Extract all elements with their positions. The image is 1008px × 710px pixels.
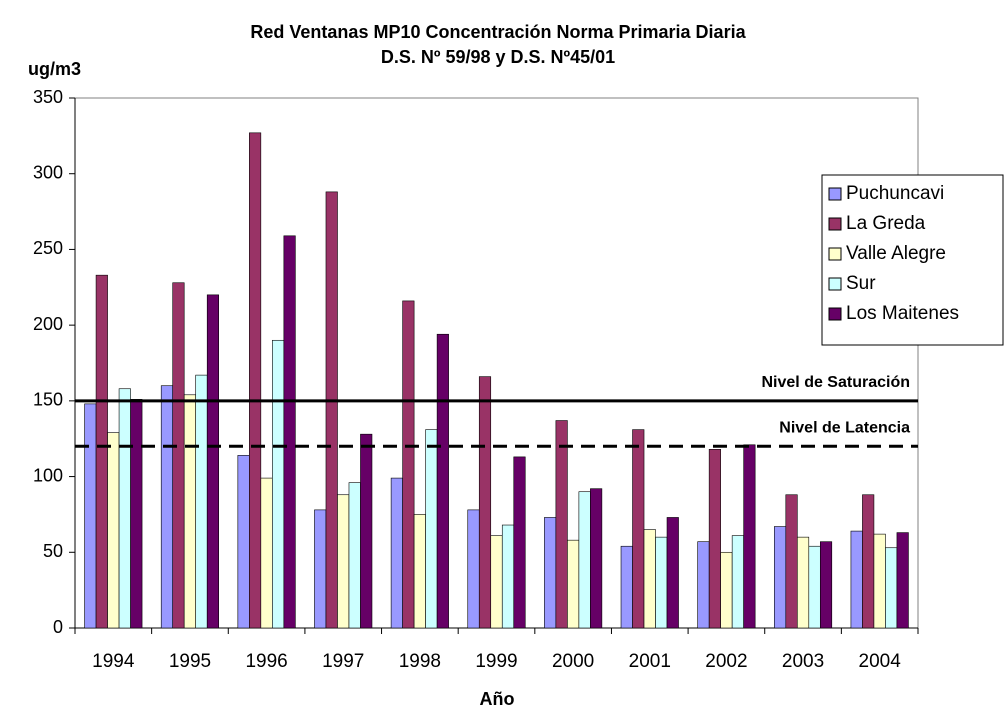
y-tick-label: 150 [33,390,63,410]
bar [206,294,220,629]
bar [773,526,787,629]
bar [720,551,733,629]
bar [348,482,361,629]
y-tick-label: 300 [33,162,63,182]
bar [590,488,603,629]
bar [314,509,327,629]
legend-label: Sur [846,273,876,294]
x-tick-label: 1995 [169,651,211,672]
bar [490,535,503,629]
bar [249,132,262,629]
legend-swatch [828,307,842,321]
legend-swatch [828,277,842,291]
y-tick-label: 100 [33,465,63,485]
legend-label: Valle Alegre [846,243,946,264]
bar [402,300,415,629]
bar [896,532,909,629]
bar [84,403,97,629]
bar [195,374,208,629]
bar [513,456,526,629]
bar [655,536,668,629]
y-tick-label: 200 [33,314,63,334]
bar [632,429,645,629]
bar [260,477,273,629]
y-tick-label: 250 [33,238,63,258]
bar [413,514,426,629]
bar [643,529,656,629]
bar [885,547,898,629]
bar [183,394,197,629]
y-tick-label: 0 [53,617,63,637]
bar [743,444,756,629]
bar [620,545,633,629]
bar [567,539,580,629]
x-tick-label: 2000 [552,651,594,672]
x-tick-label: 1999 [475,651,517,672]
bar [130,399,143,629]
bar [555,420,568,629]
bar [237,455,250,629]
x-tick-label: 1996 [245,651,287,672]
x-tick-label: 1998 [399,651,441,672]
bar [172,282,185,629]
bar [873,533,886,629]
x-tick-label: 1997 [322,651,364,672]
bar [578,491,591,629]
bar [160,385,174,629]
bar [501,524,515,629]
y-axis-label: ug/m3 [28,59,81,79]
bar [272,339,285,629]
bar [478,376,492,629]
bar [862,494,875,629]
chart-title: Red Ventanas MP10 Concentración Norma Pr… [250,22,746,42]
bar [808,545,821,629]
chart-subtitle: D.S. Nº 59/98 y D.S. Nº45/01 [381,47,615,67]
x-tick-label: 2002 [705,651,747,672]
legend-swatch [828,187,842,201]
bar [95,274,108,629]
bar [325,191,338,629]
bar [118,388,131,629]
legend-swatch [828,247,842,261]
bar [283,235,296,629]
x-axis-label: Año [480,689,515,709]
bar [425,429,438,629]
bar [697,541,710,629]
bar [390,477,403,629]
reference-label: Nivel de Latencia [779,420,910,437]
legend-label: Los Maitenes [846,303,959,324]
reference-label: Nivel de Saturación [762,374,911,391]
legend-label: Puchuncavi [846,183,944,204]
x-tick-label: 2001 [629,651,671,672]
legend-swatch [828,217,842,231]
bar [708,449,721,629]
bar [850,530,863,629]
bar [467,509,480,629]
bar [785,494,798,629]
bar [337,494,350,629]
bar [544,517,557,629]
bar [731,535,744,629]
bar [819,541,833,629]
x-tick-label: 2003 [782,651,824,672]
legend-box [821,174,1004,346]
x-tick-label: 2004 [859,651,902,672]
x-tick-label: 1994 [92,651,135,672]
y-tick-label: 350 [33,87,63,107]
legend-label: La Greda [846,213,926,234]
bar [796,536,810,629]
bar [436,333,449,629]
bar [666,517,679,629]
bar [360,433,373,629]
y-tick-label: 50 [43,541,63,561]
bar [107,432,120,629]
